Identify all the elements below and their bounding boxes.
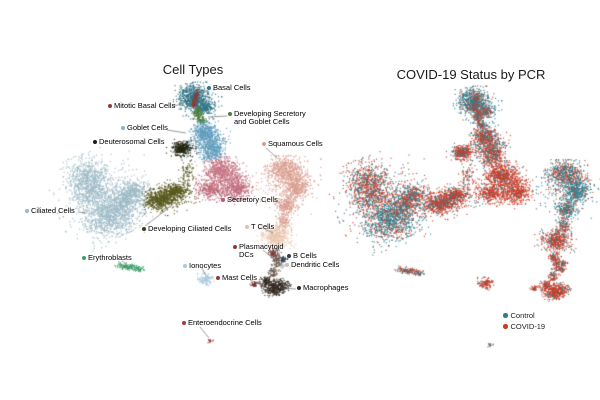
cluster-label-enteroendocrine-cells: Enteroendocrine Cells <box>182 318 262 327</box>
cluster-label-basal-cells: Basal Cells <box>207 83 251 92</box>
cluster-label-text: Erythroblasts <box>88 253 132 262</box>
cluster-label-secretory-cells: Secretory Cells <box>221 195 278 204</box>
cluster-label-developing-ciliated-cells: Developing Ciliated Cells <box>142 224 232 233</box>
legend-label: COVID-19 <box>510 322 546 331</box>
legend-entry-control: Control <box>503 311 545 320</box>
cluster-dot-icon <box>142 226 146 231</box>
cluster-dot-icon <box>82 255 86 260</box>
cluster-dot-icon <box>285 262 289 267</box>
cluster-label-text: B Cells <box>293 251 317 260</box>
cluster-label-ciliated-cells: Ciliated Cells <box>25 206 75 215</box>
cluster-label-text: Mitotic Basal Cells <box>114 101 176 110</box>
pcr-status-legend: Control COVID-19 <box>503 311 545 331</box>
cluster-label-t-cells: T Cells <box>245 222 275 231</box>
cluster-label-text: T Cells <box>251 222 275 231</box>
cluster-label-text: Ciliated Cells <box>31 206 75 215</box>
cluster-label-text: Developing Ciliated Cells <box>148 224 232 233</box>
cluster-dot-icon <box>25 208 29 213</box>
cluster-label-text: Goblet Cells <box>127 123 168 132</box>
cluster-label-text: Enteroendocrine Cells <box>188 318 262 327</box>
cluster-label-text: Macrophages <box>303 283 349 292</box>
cluster-label-text: Basal Cells <box>213 83 251 92</box>
cluster-label-text: Developing Secretory and Goblet Cells <box>234 109 306 127</box>
left-panel-title: Cell Types <box>162 62 224 77</box>
cluster-label-goblet-cells: Goblet Cells <box>121 123 168 132</box>
cluster-label-text: Ionocytes <box>189 261 222 270</box>
cluster-dot-icon <box>221 197 225 202</box>
cluster-label-mitotic-basal-cells: Mitotic Basal Cells <box>108 101 176 110</box>
cluster-dot-icon <box>93 139 97 144</box>
cluster-dot-icon <box>297 285 301 290</box>
cluster-dot-icon <box>228 111 232 116</box>
cluster-label-mast-cells: Mast Cells <box>216 273 258 282</box>
cluster-label-text: Deuterosomal Cells <box>99 137 165 146</box>
cluster-dot-icon <box>183 263 187 268</box>
legend-dot-icon <box>503 324 508 329</box>
cluster-dot-icon <box>233 244 237 249</box>
cluster-label-text: Mast Cells <box>222 273 258 282</box>
legend-dot-icon <box>503 313 508 318</box>
cluster-label-text: Secretory Cells <box>227 195 278 204</box>
cluster-label-b-cells: B Cells <box>287 251 317 260</box>
cluster-label-text: Squamous Cells <box>268 139 323 148</box>
cluster-label-ionocytes: Ionocytes <box>183 261 222 270</box>
cluster-label-deuterosomal-cells: Deuterosomal Cells <box>93 137 165 146</box>
cluster-label-developing-secretory-and-goblet-cells: Developing Secretory and Goblet Cells <box>228 109 306 127</box>
cluster-label-plasmacytoid-dcs: Plasmacytoid DCs <box>233 242 284 260</box>
cluster-dot-icon <box>121 125 125 130</box>
cluster-label-erythroblasts: Erythroblasts <box>82 253 132 262</box>
legend-label: Control <box>510 311 535 320</box>
cluster-dot-icon <box>262 141 266 146</box>
cluster-dot-icon <box>216 275 220 280</box>
cluster-dot-icon <box>287 253 291 258</box>
right-panel-title: COVID-19 Status by PCR <box>396 67 546 82</box>
cluster-dot-icon <box>207 85 211 90</box>
cluster-dot-icon <box>108 103 112 108</box>
legend-entry-covid-19: COVID-19 <box>503 322 545 331</box>
cluster-dot-icon <box>182 320 186 325</box>
cluster-label-text: Dendritic Cells <box>291 260 340 269</box>
cluster-label-dendritic-cells: Dendritic Cells <box>285 260 340 269</box>
cluster-label-squamous-cells: Squamous Cells <box>262 139 323 148</box>
cluster-dot-icon <box>245 224 249 229</box>
cluster-label-macrophages: Macrophages <box>297 283 349 292</box>
cluster-label-text: Plasmacytoid DCs <box>239 242 284 260</box>
